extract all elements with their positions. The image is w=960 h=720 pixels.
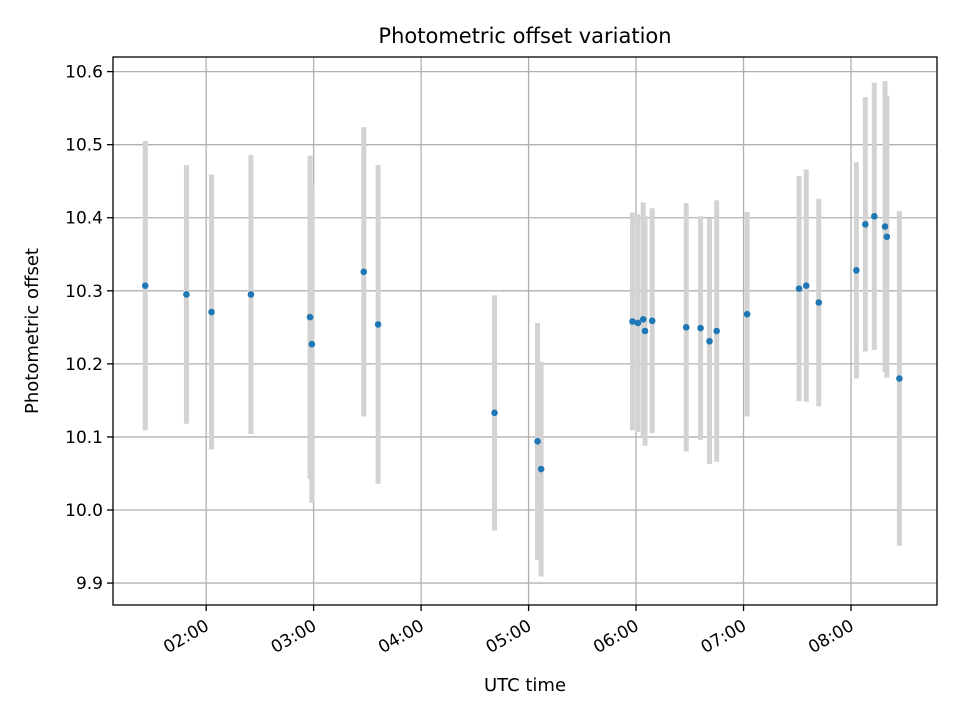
y-tick-label: 10.5	[65, 136, 103, 156]
data-point	[795, 285, 803, 292]
plot-frame	[112, 56, 938, 606]
data-point	[743, 310, 751, 318]
data-point	[247, 291, 255, 298]
data-point	[862, 221, 869, 228]
data-point	[634, 319, 642, 327]
y-tick-label: 10.6	[65, 63, 103, 83]
data-point	[537, 465, 545, 473]
y-tick-label: 9.9	[76, 574, 103, 594]
data-point	[713, 327, 720, 335]
y-tick-label: 10.0	[65, 501, 103, 521]
data-point	[881, 223, 889, 230]
data-point	[896, 375, 903, 382]
chart-title: Photometric offset variation	[378, 24, 671, 48]
y-axis-title: Photometric offset	[22, 248, 43, 414]
data-point	[883, 233, 891, 241]
y-tick-label: 10.4	[65, 209, 103, 229]
x-axis-title: UTC time	[484, 675, 566, 696]
data-point	[360, 268, 368, 276]
y-tick-label: 10.3	[65, 282, 103, 302]
data-point	[706, 337, 713, 345]
data-point	[374, 321, 382, 328]
data-point	[682, 324, 690, 331]
data-point	[641, 327, 649, 335]
y-tick-label: 10.1	[65, 428, 103, 448]
data-point	[871, 212, 878, 220]
data-point	[802, 282, 810, 289]
data-point	[853, 267, 860, 274]
data-point	[639, 316, 647, 323]
data-point	[815, 299, 823, 306]
data-point	[308, 340, 316, 348]
data-point	[183, 291, 190, 298]
data-point	[629, 318, 636, 325]
data-point	[141, 282, 149, 289]
data-point	[491, 409, 498, 417]
data-point	[648, 317, 656, 325]
data-point	[306, 313, 314, 321]
data-point	[534, 438, 541, 445]
data-point	[208, 308, 215, 316]
data-points	[141, 212, 903, 473]
y-tick-label: 10.2	[65, 355, 103, 375]
data-point	[697, 324, 704, 332]
